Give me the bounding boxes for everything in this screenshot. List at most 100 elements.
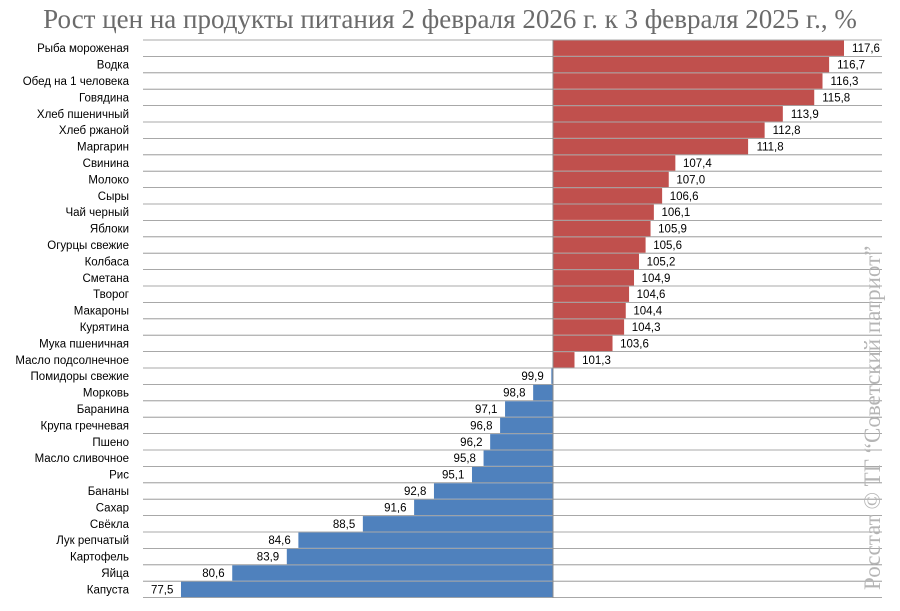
category-label: Рис <box>109 470 129 482</box>
category-label: Картофель <box>70 552 129 564</box>
bar-8 <box>553 155 676 171</box>
category-label: Хлеб пшеничный <box>37 109 129 121</box>
bar-4 <box>553 89 815 106</box>
bar-12 <box>553 220 651 237</box>
value-label: 96,8 <box>470 420 492 432</box>
bar-9 <box>553 171 669 188</box>
category-label: Лук репчатый <box>56 535 129 547</box>
bar-3 <box>553 73 823 89</box>
value-label-box <box>447 451 482 465</box>
category-label: Колбаса <box>85 256 130 268</box>
category-label: Масло подсолнечное <box>15 355 129 367</box>
bar-6 <box>553 122 765 138</box>
category-label: Яйца <box>101 568 129 580</box>
category-label: Макароны <box>74 306 129 318</box>
value-label-box <box>469 402 504 416</box>
value-label: 103,6 <box>620 338 649 350</box>
bar-27 <box>471 466 553 483</box>
value-label: 104,6 <box>637 289 666 301</box>
bar-25 <box>490 434 553 450</box>
category-label: Помидоры свежие <box>31 371 129 383</box>
value-label-box <box>145 582 179 597</box>
value-label-box <box>464 418 499 433</box>
bar-31 <box>298 532 553 548</box>
value-label-box <box>784 107 825 121</box>
bar-14 <box>553 253 639 270</box>
watermark: Росстат © ТГ “Советский патриот” <box>860 246 885 590</box>
value-label-box <box>640 254 681 269</box>
bar-17 <box>553 302 626 319</box>
category-label: Сыры <box>98 191 129 203</box>
value-label: 116,7 <box>837 60 865 72</box>
category-label: Крупа гречневая <box>41 420 129 432</box>
category-label: Огурцы свежие <box>47 240 129 252</box>
value-label: 80,6 <box>202 568 224 580</box>
value-label-box <box>378 500 413 515</box>
value-label: 106,1 <box>661 207 690 219</box>
bar-7 <box>553 138 749 155</box>
category-label: Капуста <box>87 584 130 596</box>
bar-22 <box>533 384 553 401</box>
category-labels: Рыба мороженая Водка Обед на 1 человека Гов… <box>15 43 129 596</box>
value-label: 105,6 <box>653 240 682 252</box>
category-label: Пшено <box>92 437 129 449</box>
value-label: 107,4 <box>683 158 712 170</box>
value-label: 98,8 <box>503 388 525 400</box>
bar-2 <box>553 56 830 73</box>
value-label: 117,6 <box>852 43 880 55</box>
bar-32 <box>286 548 553 565</box>
bar-33 <box>232 565 553 581</box>
value-label-box <box>824 74 865 88</box>
value-label-box <box>497 385 532 400</box>
value-label: 112,8 <box>773 125 801 137</box>
category-label: Морковь <box>83 388 129 400</box>
value-label-box <box>677 156 718 170</box>
value-label-box <box>614 336 655 351</box>
value-label-box <box>636 271 677 285</box>
bar-30 <box>362 516 553 532</box>
category-label: Курятина <box>80 322 130 334</box>
category-label: Молоко <box>88 174 129 186</box>
value-label: 104,4 <box>633 306 662 318</box>
bar-26 <box>483 450 553 466</box>
value-label: 95,1 <box>442 470 464 482</box>
gridlines <box>143 39 882 598</box>
category-label: Сахар <box>96 502 129 514</box>
value-label-box <box>831 57 872 72</box>
bar-34 <box>180 581 553 598</box>
category-label: Бананы <box>88 486 129 498</box>
bar-29 <box>414 499 553 516</box>
value-label: 106,6 <box>670 191 699 203</box>
bar-5 <box>553 106 783 122</box>
category-label: Водка <box>97 60 130 72</box>
value-label-box <box>766 123 807 137</box>
value-label-box <box>750 139 791 154</box>
value-label-box <box>262 533 297 547</box>
value-label-box <box>655 205 696 219</box>
value-label: 116,3 <box>831 76 859 88</box>
category-label: Яблоки <box>90 224 129 236</box>
bar-19 <box>553 335 613 352</box>
value-label-box <box>196 566 231 580</box>
category-label: Баранина <box>77 404 130 416</box>
category-label: Мука пшеничная <box>39 338 129 350</box>
category-label: Говядина <box>79 92 130 104</box>
value-label: 88,5 <box>333 519 355 531</box>
value-label: 104,3 <box>632 322 661 334</box>
value-label: 113,9 <box>791 109 819 121</box>
bar-10 <box>553 188 663 204</box>
value-label-box <box>652 221 693 236</box>
value-label: 91,6 <box>384 502 406 514</box>
category-label: Чай черный <box>65 207 129 219</box>
value-label-box <box>251 549 285 564</box>
value-label: 95,8 <box>454 453 476 465</box>
value-label: 92,8 <box>404 486 426 498</box>
bar-1 <box>553 40 844 56</box>
bar-15 <box>553 270 635 286</box>
value-label-box <box>436 467 470 482</box>
value-label: 115,8 <box>822 92 850 104</box>
value-label-box <box>327 517 361 531</box>
bar-20 <box>553 352 575 368</box>
